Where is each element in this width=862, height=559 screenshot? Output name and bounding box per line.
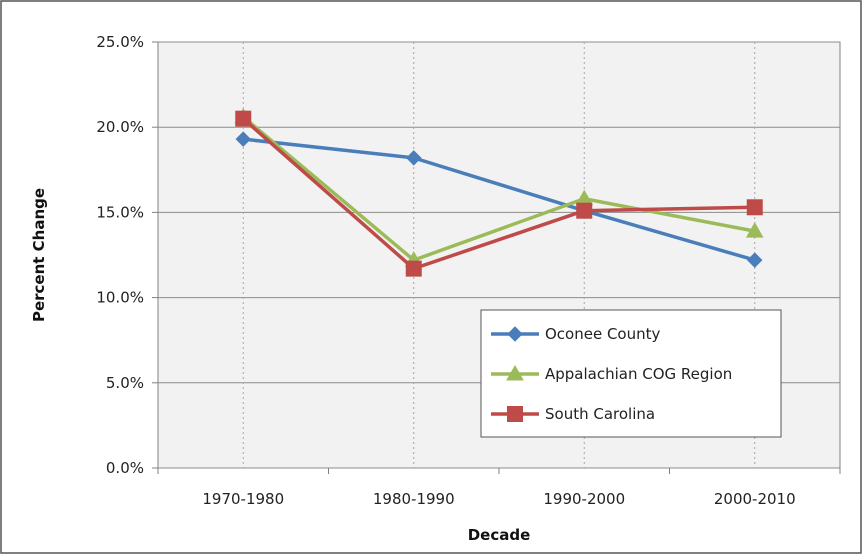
- series-line: [243, 137, 756, 262]
- x-tick-label: 1990-2000: [543, 490, 625, 508]
- x-tick-label: 1970-1980: [202, 490, 284, 508]
- legend-item: Appalachian COG Region: [491, 364, 732, 383]
- data-point: [747, 252, 763, 268]
- data-point: [745, 222, 764, 238]
- legend-label: South Carolina: [545, 405, 655, 423]
- data-point: [406, 150, 422, 166]
- data-point: [746, 199, 763, 216]
- y-tick-label: 0.0%: [106, 459, 144, 477]
- y-tick-label: 5.0%: [106, 374, 144, 392]
- x-tick-label: 2000-2010: [714, 490, 796, 508]
- data-point: [235, 131, 251, 147]
- y-tick-label: 15.0%: [96, 203, 144, 221]
- legend-item: Oconee County: [491, 325, 661, 343]
- x-axis-ticks: 1970-1980 1980-1990 1990-2000 2000-2010: [157, 468, 841, 508]
- y-tick-label: 25.0%: [96, 33, 144, 51]
- series-line: [242, 117, 755, 271]
- x-axis-title: Decade: [468, 526, 531, 544]
- legend: Oconee County Appalachian COG Region South…: [480, 309, 782, 438]
- series-line: [242, 115, 756, 262]
- legend-marker: [507, 406, 523, 422]
- x-tick-label: 1980-1990: [373, 490, 455, 508]
- legend-item: South Carolina: [491, 405, 655, 423]
- legend-marker: [507, 326, 523, 342]
- legend-marker: [506, 364, 524, 381]
- y-tick-label: 10.0%: [96, 289, 144, 307]
- y-axis-ticks: 0.0% 5.0% 10.0% 15.0% 20.0% 25.0%: [96, 33, 158, 477]
- legend-label: Oconee County: [545, 325, 661, 343]
- series-group: [234, 107, 764, 277]
- legend-label: Appalachian COG Region: [545, 365, 732, 383]
- y-tick-label: 20.0%: [96, 118, 144, 136]
- series-south-carolina: [235, 110, 763, 277]
- y-axis-title: Percent Change: [30, 188, 48, 322]
- data-point: [235, 110, 252, 127]
- data-point: [405, 260, 422, 277]
- data-point: [576, 202, 593, 219]
